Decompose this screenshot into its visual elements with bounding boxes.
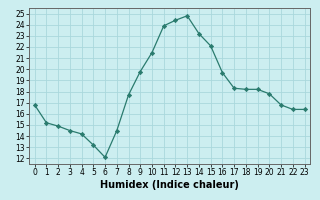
X-axis label: Humidex (Indice chaleur): Humidex (Indice chaleur)	[100, 180, 239, 190]
